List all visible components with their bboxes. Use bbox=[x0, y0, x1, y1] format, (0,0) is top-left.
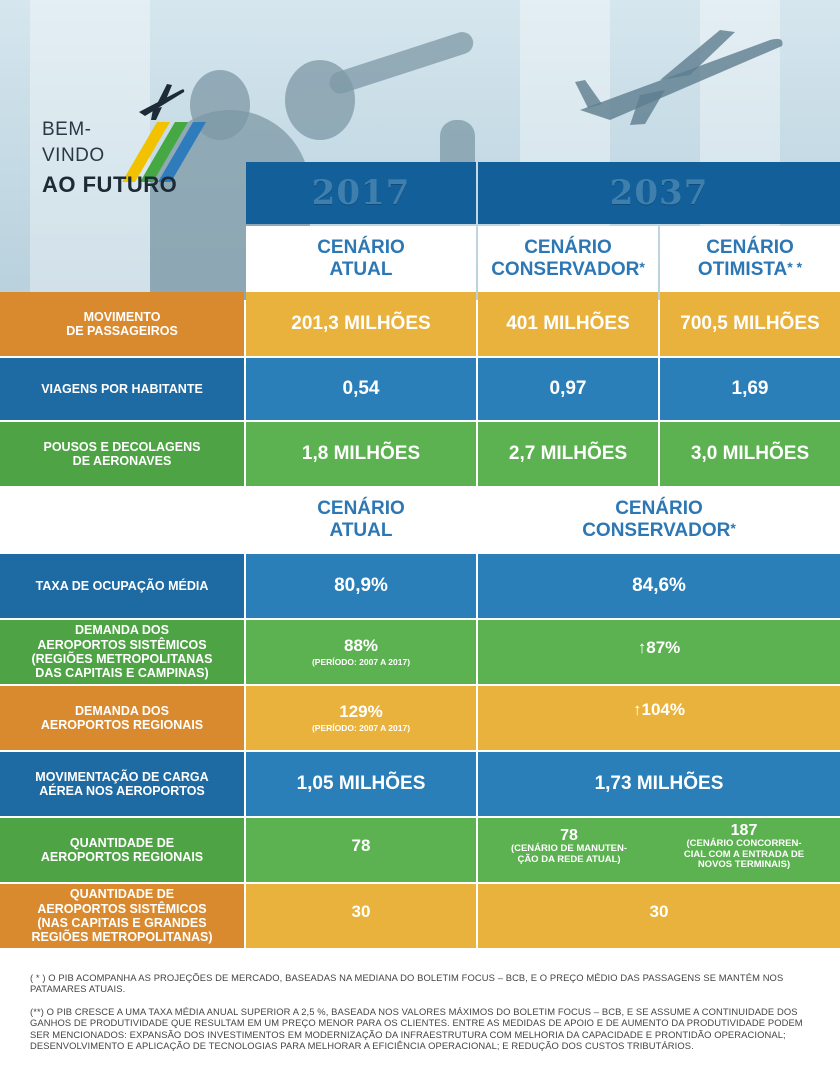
table-cell: 129% (PERÍODO: 2007 A 2017) bbox=[246, 686, 476, 750]
row-label: MOVIMENTO DE PASSAGEIROS bbox=[0, 292, 244, 356]
sub-scenario: 187 (CENÁRIO CONCORREN- CIAL COM A ENTRA… bbox=[683, 821, 805, 871]
logo-text-line: VINDO bbox=[42, 145, 105, 166]
row-label: DEMANDA DOS AEROPORTOS REGIONAIS bbox=[0, 686, 244, 750]
table-cell: 2,7 MILHÕES bbox=[478, 422, 658, 486]
logo-text-line: BEM- bbox=[42, 119, 92, 140]
table-cell: ↑87% bbox=[478, 620, 840, 684]
table-cell: 30 bbox=[478, 884, 840, 948]
logo-text-line: AO FUTURO bbox=[42, 172, 178, 197]
table-cell: 78 (CENÁRIO DE MANUTEN- ÇÃO DA REDE ATUA… bbox=[478, 818, 840, 882]
table-cell: 3,0 MILHÕES bbox=[660, 422, 840, 486]
table-cell: 1,69 bbox=[660, 358, 840, 420]
table-cell: 0,97 bbox=[478, 358, 658, 420]
window-light bbox=[30, 0, 150, 300]
row-label: DEMANDA DOS AEROPORTOS SISTÊMICOS (REGIÕ… bbox=[0, 620, 244, 684]
row-label: QUANTIDADE DE AEROPORTOS SISTÊMICOS (NAS… bbox=[0, 884, 244, 948]
footnote-1: ( * ) O PIB ACOMPANHA AS PROJEÇÕES DE ME… bbox=[30, 972, 784, 995]
scenario-header-conservador: CENÁRIO CONSERVADOR* bbox=[478, 488, 840, 552]
row-label: QUANTIDADE DE AEROPORTOS REGIONAIS bbox=[0, 818, 244, 882]
table-cell: 1,05 MILHÕES bbox=[246, 752, 476, 816]
footnote-2: (**) O PIB CRESCE A UMA TAXA MÉDIA ANUAL… bbox=[30, 1006, 803, 1051]
table-cell: 88% (PERÍODO: 2007 A 2017) bbox=[246, 620, 476, 684]
table-cell: 201,3 MILHÕES bbox=[246, 292, 476, 356]
row-label: TAXA DE OCUPAÇÃO MÉDIA bbox=[0, 554, 244, 618]
logo: BEM- VINDO AO FUTURO bbox=[42, 84, 242, 212]
table-cell: 78 bbox=[246, 818, 476, 882]
airplane-icon bbox=[139, 84, 185, 120]
table-cell: 84,6% bbox=[478, 554, 840, 618]
scenario-header-conservador: CENÁRIO CONSERVADOR* bbox=[478, 226, 658, 292]
row-label: VIAGENS POR HABITANTE bbox=[0, 358, 244, 420]
table-cell: 0,54 bbox=[246, 358, 476, 420]
table-cell: 1,8 MILHÕES bbox=[246, 422, 476, 486]
table-cell: 30 bbox=[246, 884, 476, 948]
airplane-icon bbox=[575, 30, 783, 125]
scenario-header-atual: CENÁRIO ATUAL bbox=[246, 226, 476, 292]
table-cell: 401 MILHÕES bbox=[478, 292, 658, 356]
logo-stripes bbox=[122, 122, 206, 182]
table-cell: 1,73 MILHÕES bbox=[478, 752, 840, 816]
year-header-2037: 2037 bbox=[478, 162, 840, 224]
scenario-header-otimista: CENÁRIO OTIMISTA* * bbox=[660, 226, 840, 292]
row-label: MOVIMENTAÇÃO DE CARGA AÉREA NOS AEROPORT… bbox=[0, 752, 244, 816]
table-cell: 80,9% bbox=[246, 554, 476, 618]
row-label: POUSOS E DECOLAGENS DE AERONAVES bbox=[0, 422, 244, 486]
scenario-header-atual: CENÁRIO ATUAL bbox=[246, 488, 476, 552]
sub-scenario: 78 (CENÁRIO DE MANUTEN- ÇÃO DA REDE ATUA… bbox=[510, 827, 628, 865]
table-cell: ↑104% bbox=[478, 686, 840, 750]
table-cell: 700,5 MILHÕES bbox=[660, 292, 840, 356]
year-header-2017: 2017 bbox=[246, 162, 476, 224]
pointing-arm-silhouette bbox=[326, 29, 477, 97]
